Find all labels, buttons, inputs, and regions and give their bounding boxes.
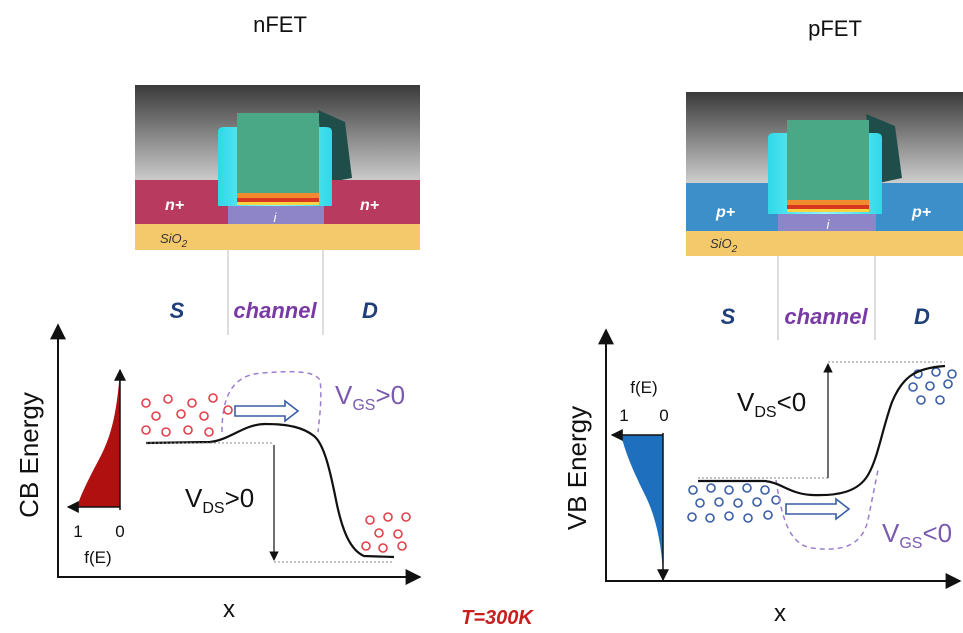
pfet-oxide-sub: 2 bbox=[731, 244, 738, 255]
pfet-gated-band-dashed bbox=[775, 469, 879, 550]
nfet-x-axis-label: x bbox=[223, 596, 235, 623]
nfet-band-curve bbox=[145, 422, 395, 559]
nfet-vds-label: VDS>0 bbox=[185, 483, 254, 517]
pfet-gate-stack-red bbox=[787, 205, 869, 209]
nfet-oxide-label: SiO2 bbox=[160, 231, 188, 250]
nfet-doping-left: n+ bbox=[165, 197, 184, 214]
pfet-intrinsic-region bbox=[778, 213, 876, 231]
nfet-vgs-sub: GS bbox=[352, 397, 375, 414]
nfet-gated-band-dashed bbox=[221, 370, 322, 433]
pfet-vds-rel: <0 bbox=[777, 387, 807, 417]
pfet-vgs-label: VGS<0 bbox=[882, 518, 952, 552]
nfet-fermi-tick-1: 1 bbox=[73, 522, 82, 541]
pfet-gate-stack-yellow bbox=[787, 209, 869, 212]
pfet-fermi-tick-1: 1 bbox=[619, 406, 628, 425]
nfet-device: n+ n+ i SiO2 bbox=[135, 85, 420, 250]
pfet-channel-label: channel bbox=[784, 304, 868, 329]
nfet-title: nFET bbox=[253, 12, 307, 37]
nfet-intrinsic-label: i bbox=[274, 210, 278, 225]
pfet-fermi-label: f(E) bbox=[630, 378, 657, 397]
nfet-vgs-base: V bbox=[335, 380, 353, 410]
pfet-title: pFET bbox=[808, 16, 862, 41]
nfet-vds-base: V bbox=[185, 483, 203, 513]
nfet-electrons-drain bbox=[361, 512, 411, 553]
nfet-gate bbox=[237, 113, 319, 193]
nfet-channel-label: channel bbox=[233, 298, 317, 323]
pfet-device: p+ p+ i SiO2 bbox=[686, 92, 963, 256]
pfet-oxide-base: SiO bbox=[710, 236, 732, 251]
nfet-y-axis-label: CB Energy bbox=[14, 392, 44, 518]
pfet-current-arrow bbox=[785, 497, 851, 521]
nfet-fermi-fill bbox=[77, 372, 120, 507]
pfet-fermi-tick-0: 0 bbox=[659, 406, 668, 425]
nfet-vgs-label: VGS>0 bbox=[335, 380, 405, 414]
pfet-band-curve bbox=[698, 364, 946, 497]
nfet-gate-stack-yellow bbox=[237, 202, 319, 205]
nfet-vds-sub: DS bbox=[202, 500, 224, 517]
pfet-intrinsic-label: i bbox=[827, 217, 831, 232]
pfet-doping-left: p+ bbox=[715, 204, 735, 221]
pfet-vgs-sub: GS bbox=[899, 535, 922, 552]
temperature-label: T=300K bbox=[461, 607, 534, 629]
nfet-source-label: S bbox=[170, 298, 185, 323]
nfet-oxide-base: SiO bbox=[160, 231, 182, 246]
nfet-fermi-plot: 1 0 f(E) bbox=[66, 368, 126, 567]
pfet-holes-drain bbox=[908, 367, 957, 405]
nfet-drain-label: D bbox=[362, 298, 378, 323]
pfet-vds-label: VDS<0 bbox=[737, 387, 806, 421]
pfet-section: pFET p+ p+ i SiO2 S channel D VB Energy bbox=[562, 16, 963, 627]
pfet-gate bbox=[787, 120, 869, 200]
nfet-oxide-sub: 2 bbox=[181, 239, 188, 250]
pfet-y-axis-label: VB Energy bbox=[562, 406, 592, 530]
nfet-fermi-tick-0: 0 bbox=[115, 522, 124, 541]
pfet-vds-base: V bbox=[737, 387, 755, 417]
nfet-intrinsic-region bbox=[228, 205, 324, 224]
nfet-vgs-rel: >0 bbox=[375, 380, 405, 410]
nfet-section: nFET n+ n+ i SiO2 S channel D C bbox=[14, 12, 422, 623]
nfet-gate-stack-orange bbox=[237, 193, 319, 198]
nfet-vds-rel: >0 bbox=[225, 483, 255, 513]
nfet-electrons-source bbox=[141, 393, 233, 437]
pfet-fermi-plot: f(E) 1 0 bbox=[610, 378, 669, 582]
pfet-x-axis-label: x bbox=[774, 600, 786, 627]
pfet-vds-sub: DS bbox=[754, 404, 776, 421]
nfet-doping-right: n+ bbox=[360, 197, 379, 214]
nfet-oxide-layer bbox=[135, 224, 420, 250]
pfet-oxide-label: SiO2 bbox=[710, 236, 738, 255]
nfet-current-arrow bbox=[234, 399, 300, 423]
pfet-holes-source bbox=[687, 483, 781, 523]
pfet-vgs-base: V bbox=[882, 518, 900, 548]
nfet-fermi-label: f(E) bbox=[84, 548, 111, 567]
pfet-gate-stack-orange bbox=[787, 200, 869, 205]
pfet-oxide-layer bbox=[686, 231, 963, 256]
pfet-vgs-rel: <0 bbox=[922, 518, 952, 548]
pfet-source-label: S bbox=[721, 304, 736, 329]
pfet-fermi-fill bbox=[621, 435, 663, 572]
pfet-doping-right: p+ bbox=[911, 204, 931, 221]
pfet-drain-label: D bbox=[914, 304, 930, 329]
nfet-gate-stack-red bbox=[237, 198, 319, 202]
